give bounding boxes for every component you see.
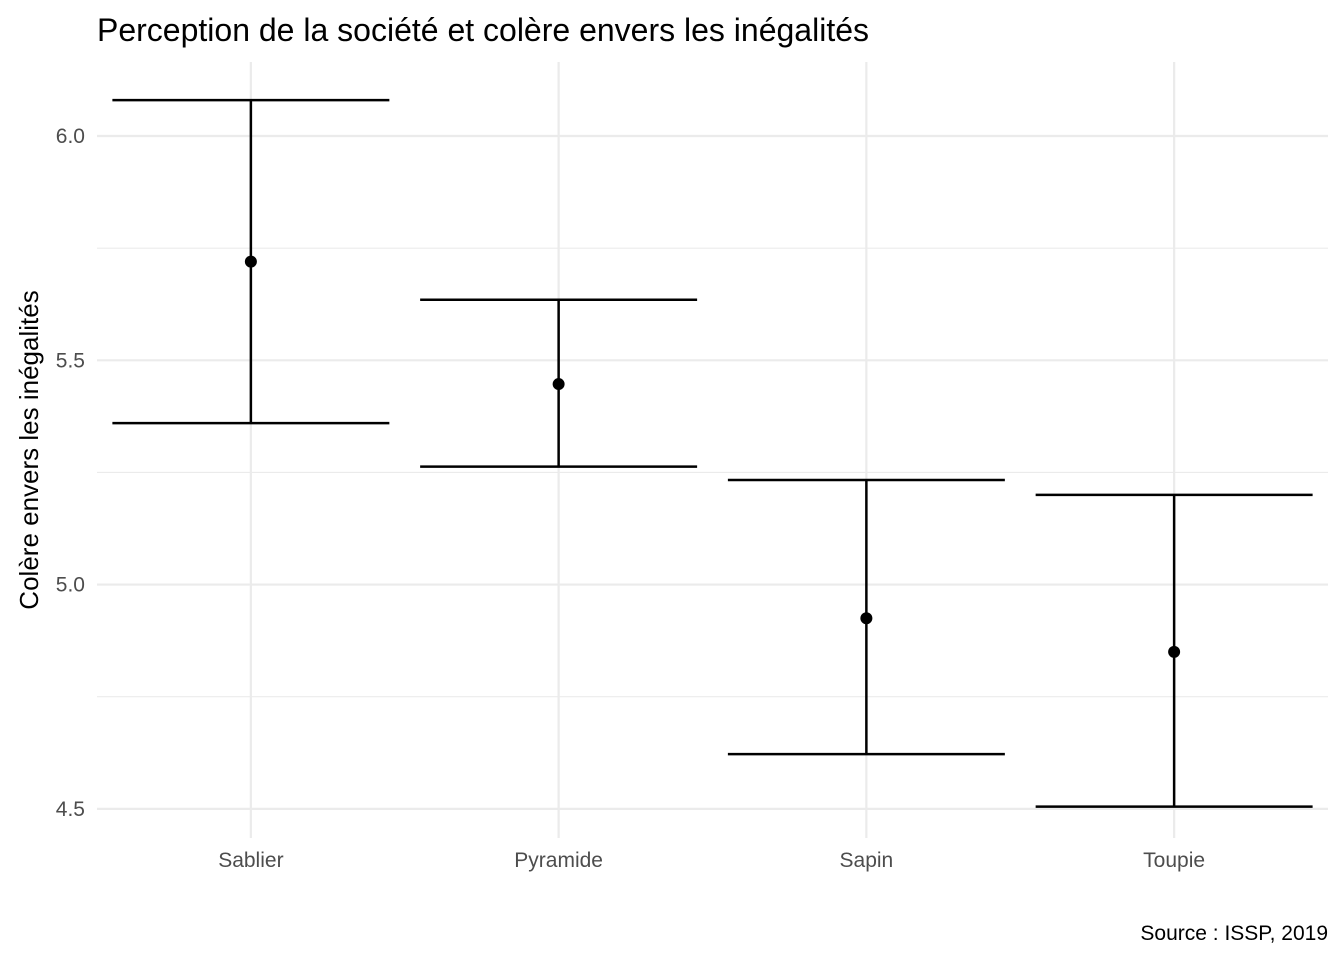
source-caption: Source : ISSP, 2019 [1140, 922, 1328, 945]
mean-point [552, 378, 565, 391]
chart-marks [112, 98, 1313, 808]
x-axis-ticks: Sablier Pyramide Sapin Toupie [218, 849, 1205, 872]
y-axis-ticks: 4.5 5.0 5.5 6.0 [56, 125, 85, 821]
errorbar-group [420, 298, 698, 468]
y-tick-label: 5.5 [56, 349, 85, 372]
y-tick-label: 6.0 [56, 125, 85, 148]
errorbar-group [112, 98, 390, 425]
mean-point [860, 612, 873, 625]
mean-point [1168, 645, 1181, 658]
chart-title: Perception de la société et colère enver… [97, 12, 869, 48]
mean-point [244, 255, 257, 268]
x-tick-label: Sablier [218, 849, 283, 872]
grid [97, 62, 1328, 838]
x-tick-label: Toupie [1143, 849, 1205, 872]
y-axis-label: Colère envers les inégalités [14, 290, 44, 609]
errorbar-group [727, 478, 1005, 756]
x-tick-label: Pyramide [514, 849, 603, 872]
x-tick-label: Sapin [840, 849, 894, 872]
y-tick-label: 4.5 [56, 798, 85, 821]
errorbar-group [1035, 493, 1313, 808]
y-tick-label: 5.0 [56, 574, 85, 597]
